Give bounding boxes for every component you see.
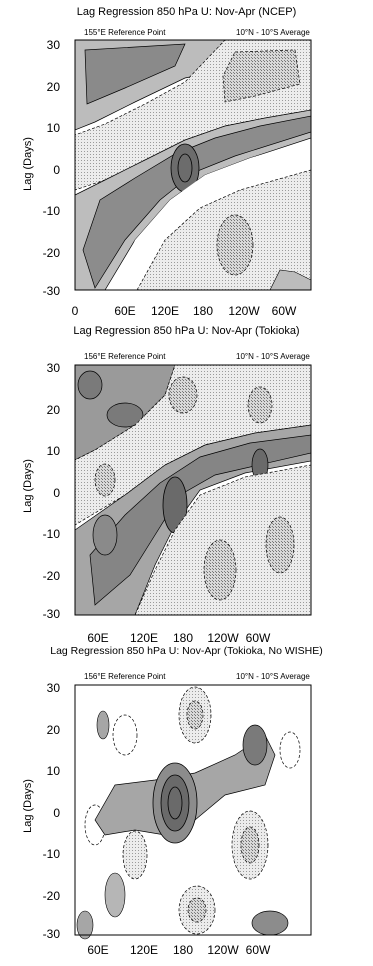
y-tick: -10 [42,847,60,861]
x-tick: 0 [71,304,79,318]
right-subtitle: 10°N - 10°S Average [236,352,310,361]
y-tick: 20 [46,403,60,417]
negative-core [222,49,301,103]
y-tick: -30 [42,284,60,298]
y-tick: 0 [53,806,60,820]
x-tick: 60E [114,304,136,318]
x-tick: 120E [129,631,159,645]
x-tick: 120W [228,304,260,318]
y-tick: 0 [53,486,60,500]
y-axis-label: Lag (Days) [22,459,34,513]
y-tick: 30 [46,681,60,695]
y-tick: 20 [46,80,60,94]
x-tick: 120E [150,304,180,318]
y-tick: -20 [42,569,60,583]
contour-plot [74,39,312,291]
y-tick: -30 [42,927,60,941]
y-axis-label: Lag (Days) [22,779,34,833]
y-tick: 30 [46,361,60,375]
x-tick: 60W [245,943,271,957]
x-tick: 120W [207,631,239,645]
contour-plot [74,364,312,616]
panel-ncep: Lag Regression 850 hPa U: Nov-Apr (NCEP)… [0,0,373,325]
y-tick: -20 [42,889,60,903]
panel-tokioka-no-wishe: Lag Regression 850 hPa U: Nov-Apr (Tokio… [0,645,373,966]
x-tick: 120W [207,943,239,957]
y-tick: -10 [42,204,60,218]
panel-title: Lag Regression 850 hPa U: Nov-Apr (Tokio… [73,325,300,337]
contour-plot [74,684,312,940]
negative-core-lower [203,539,237,601]
positive-core [84,43,186,105]
y-tick: -30 [42,607,60,621]
y-tick: 20 [46,723,60,737]
x-tick: 60W [245,631,271,645]
panel-tokioka: Lag Regression 850 hPa U: Nov-Apr (Tokio… [0,325,373,645]
y-axis-label: Lag (Days) [22,137,34,191]
y-tick: 30 [46,38,60,52]
y-tick: 10 [46,444,60,458]
right-subtitle: 10°N - 10°S Average [236,672,310,681]
right-subtitle: 10°N - 10°S Average [236,28,310,37]
x-tick: 180 [192,304,214,318]
panel-title: Lag Regression 850 hPa U: Nov-Apr (Tokio… [50,645,323,657]
left-subtitle: 156°E Reference Point [84,672,166,681]
negative-core-lower [216,214,254,276]
negative-core [168,376,198,414]
x-tick: 180 [172,631,194,645]
left-subtitle: 156°E Reference Point [84,352,166,361]
x-tick: 60E [87,943,109,957]
y-tick: 0 [53,163,60,177]
left-subtitle: 155°E Reference Point [84,28,166,37]
x-tick: 60W [271,304,297,318]
x-tick: 60E [87,631,109,645]
y-tick: 10 [46,121,60,135]
x-tick: 180 [172,943,194,957]
y-tick: 10 [46,764,60,778]
x-tick: 120E [129,943,159,957]
panel-title: Lag Regression 850 hPa U: Nov-Apr (NCEP) [76,6,297,18]
positive-band-core [82,115,312,289]
y-tick: -20 [42,246,60,260]
y-tick: -10 [42,527,60,541]
